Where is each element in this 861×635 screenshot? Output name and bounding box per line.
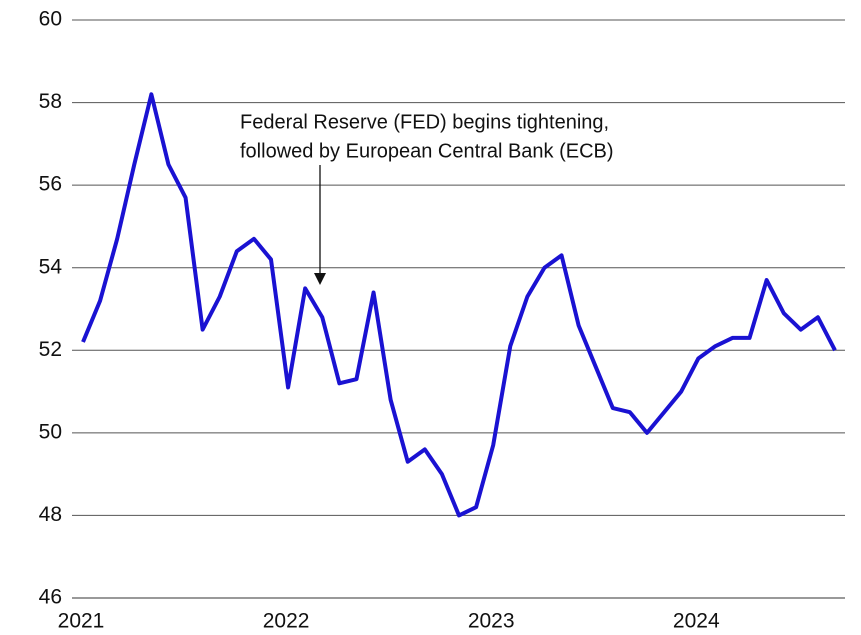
x-tick-label: 2022 xyxy=(263,610,310,633)
x-tick-label: 2023 xyxy=(468,610,515,633)
y-tick-label: 54 xyxy=(39,255,63,278)
y-tick-label: 58 xyxy=(39,90,62,113)
x-tick-label: 2024 xyxy=(673,610,720,633)
annotation: followed by European Central Bank (ECB) xyxy=(240,140,614,162)
x-tick-label: 2021 xyxy=(58,610,105,633)
y-tick-label: 56 xyxy=(39,173,62,196)
y-tick-label: 50 xyxy=(39,420,62,443)
arrow-head xyxy=(314,273,326,285)
y-tick-label: 48 xyxy=(39,503,62,526)
annotation: Federal Reserve (FED) begins tightening, xyxy=(240,111,609,133)
data-line xyxy=(81,92,837,518)
y-tick-label: 46 xyxy=(39,586,62,609)
y-tick-label: 60 xyxy=(39,8,62,31)
y-tick-label: 52 xyxy=(39,338,62,361)
